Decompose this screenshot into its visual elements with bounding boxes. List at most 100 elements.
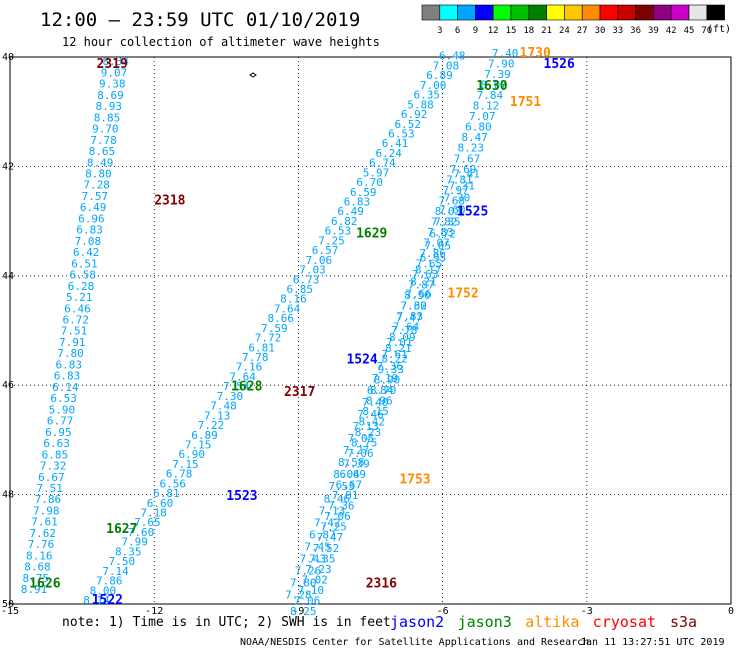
satellite-legend: jason2 jason3 altika cryosat s3a: [390, 613, 697, 631]
wave-height-label: 7.90: [488, 58, 515, 71]
pass-labels: 2319 2318 2317 2316 1730 1751 1752 1753 1526 1525…: [29, 46, 575, 608]
wave-height-label: 7.05: [348, 432, 375, 445]
wave-height-label: 7.98: [33, 504, 60, 517]
wave-height-label: 7.06: [324, 510, 351, 523]
wave-height-label: 6.87: [309, 528, 336, 541]
wave-height-label: 6.41: [382, 137, 409, 150]
wave-height-label: 6.14: [52, 381, 79, 394]
footnote: note: 1) Time is in UTC; 2) SWH is in fe…: [62, 615, 391, 630]
wave-height-label: 8.23: [458, 142, 485, 155]
scale-swatch: [635, 4, 654, 21]
wave-height-label: 7.81: [332, 489, 359, 502]
wave-height-label: 8.15: [362, 405, 389, 418]
wave-height-label: 7.86: [96, 575, 123, 588]
wave-height-label: 7.40: [362, 396, 389, 409]
wave-height-label: 6.70: [356, 176, 383, 189]
wave-height-label: 7.16: [236, 361, 263, 374]
pass-number-label: 2317: [284, 385, 315, 400]
wave-height-label: 8.91: [21, 583, 48, 596]
wave-height-label: 6.83: [76, 224, 103, 237]
wave-height-label: 6.73: [293, 273, 320, 286]
pass-number-label: 1522: [92, 593, 123, 608]
wave-height-label: 8.00: [90, 584, 117, 597]
scale-swatch: [546, 4, 565, 21]
wave-height-label: 8.75: [23, 572, 50, 585]
map-frame: [9, 56, 732, 605]
wave-height-label: 7.60: [400, 300, 427, 313]
lat-tick-label: 42: [2, 161, 14, 172]
wave-height-label: 8.85: [94, 111, 121, 124]
wave-height-label: 6.59: [350, 186, 377, 199]
scale-label: 36: [630, 26, 641, 36]
scale-swatch: [421, 4, 441, 21]
scale-label: 3: [437, 26, 442, 36]
lat-tick-label: 44: [2, 271, 14, 282]
wave-height-label: 7.72: [255, 332, 282, 345]
wave-height-label: 7.53: [328, 480, 355, 493]
wave-height-label: 6.42: [73, 246, 100, 259]
wave-height-label: 6.83: [344, 196, 371, 209]
scale-swatch: [688, 4, 708, 21]
wave-height-label: 7.47: [396, 312, 423, 325]
wave-height-label: 7.03: [299, 264, 326, 277]
wave-height-label: 9.70: [92, 123, 119, 136]
wave-height-label: 7.76: [28, 538, 55, 551]
wave-height-label: 7.00: [420, 79, 447, 92]
scale-swatch: [475, 4, 494, 21]
wave-height-label: 8.23: [355, 426, 382, 439]
wave-height-label: 7.64: [274, 302, 301, 315]
scale-label: 15: [506, 26, 517, 36]
wave-height-label: 7.07: [469, 110, 496, 123]
wave-height-label: 6.85: [42, 448, 69, 461]
wave-height-label: 7.13: [319, 504, 346, 517]
wave-height-label: 7.63: [412, 268, 439, 281]
wave-height-label: 7.45: [304, 540, 331, 553]
scale-swatch: [599, 4, 619, 21]
scale-label: 24: [559, 26, 570, 36]
map-grid: [10, 57, 731, 604]
wave-height-label: 6.83: [54, 370, 81, 383]
wave-height-label: 7.35: [309, 552, 336, 565]
wave-height-label: 7.22: [198, 419, 225, 432]
pass-number-label: 1525: [457, 205, 488, 220]
pass-number-label: 1630: [476, 79, 507, 94]
wave-height-label: 7.51: [61, 325, 88, 338]
lon-tick-label: -6: [437, 606, 449, 617]
pass-number-label: 1730: [520, 46, 551, 61]
pass-number-label: 1751: [510, 95, 541, 110]
wave-height-label: 7.65: [134, 516, 161, 529]
lon-tick-label: -15: [1, 606, 19, 617]
wave-height-label: 8.07: [480, 79, 507, 92]
wave-height-label: 6.77: [47, 415, 74, 428]
scale-label: 70: [701, 26, 712, 36]
lat-tick-label: 40: [2, 52, 14, 63]
wave-height-label: 6.84: [367, 384, 394, 397]
wave-height-label: 7.08: [433, 59, 460, 72]
wave-height-label: 7.65: [416, 258, 443, 271]
wave-height-label: 7.32: [401, 300, 428, 313]
wave-height-label: 7.28: [83, 179, 110, 192]
wave-height-label: 6.53: [50, 392, 77, 405]
scale-unit: (ft): [707, 24, 731, 35]
wave-height-label: 7.61: [381, 348, 408, 361]
wave-height-label: 6.49: [337, 205, 364, 218]
wave-height-label: 8.75: [351, 437, 378, 450]
wave-height-label: 6.57: [312, 244, 339, 257]
scale-swatch: [706, 4, 725, 21]
wave-height-label: 7.47: [317, 531, 344, 544]
wave-height-label: 5.97: [363, 166, 390, 179]
scale-label: 30: [595, 26, 606, 36]
pass-number-label: 1628: [231, 380, 262, 395]
pass-number-label: 2319: [97, 57, 128, 72]
wave-height-label: 6.67: [38, 471, 65, 484]
wave-height-label: 7.87: [408, 279, 435, 292]
wave-height-label: 7.31: [449, 179, 476, 192]
map-subtitle: 12 hour collection of altimeter wave hei…: [62, 35, 380, 49]
wave-height-label: 7.08: [75, 235, 102, 248]
wave-height-label: 8.49: [87, 156, 114, 169]
wave-height-label: 7.68: [439, 194, 466, 207]
wave-height-label: 7.30: [444, 191, 471, 204]
pass-number-label: 1526: [544, 57, 575, 72]
wave-height-label: 7.19: [372, 372, 399, 385]
wave-height-label: 8.46: [324, 492, 351, 505]
